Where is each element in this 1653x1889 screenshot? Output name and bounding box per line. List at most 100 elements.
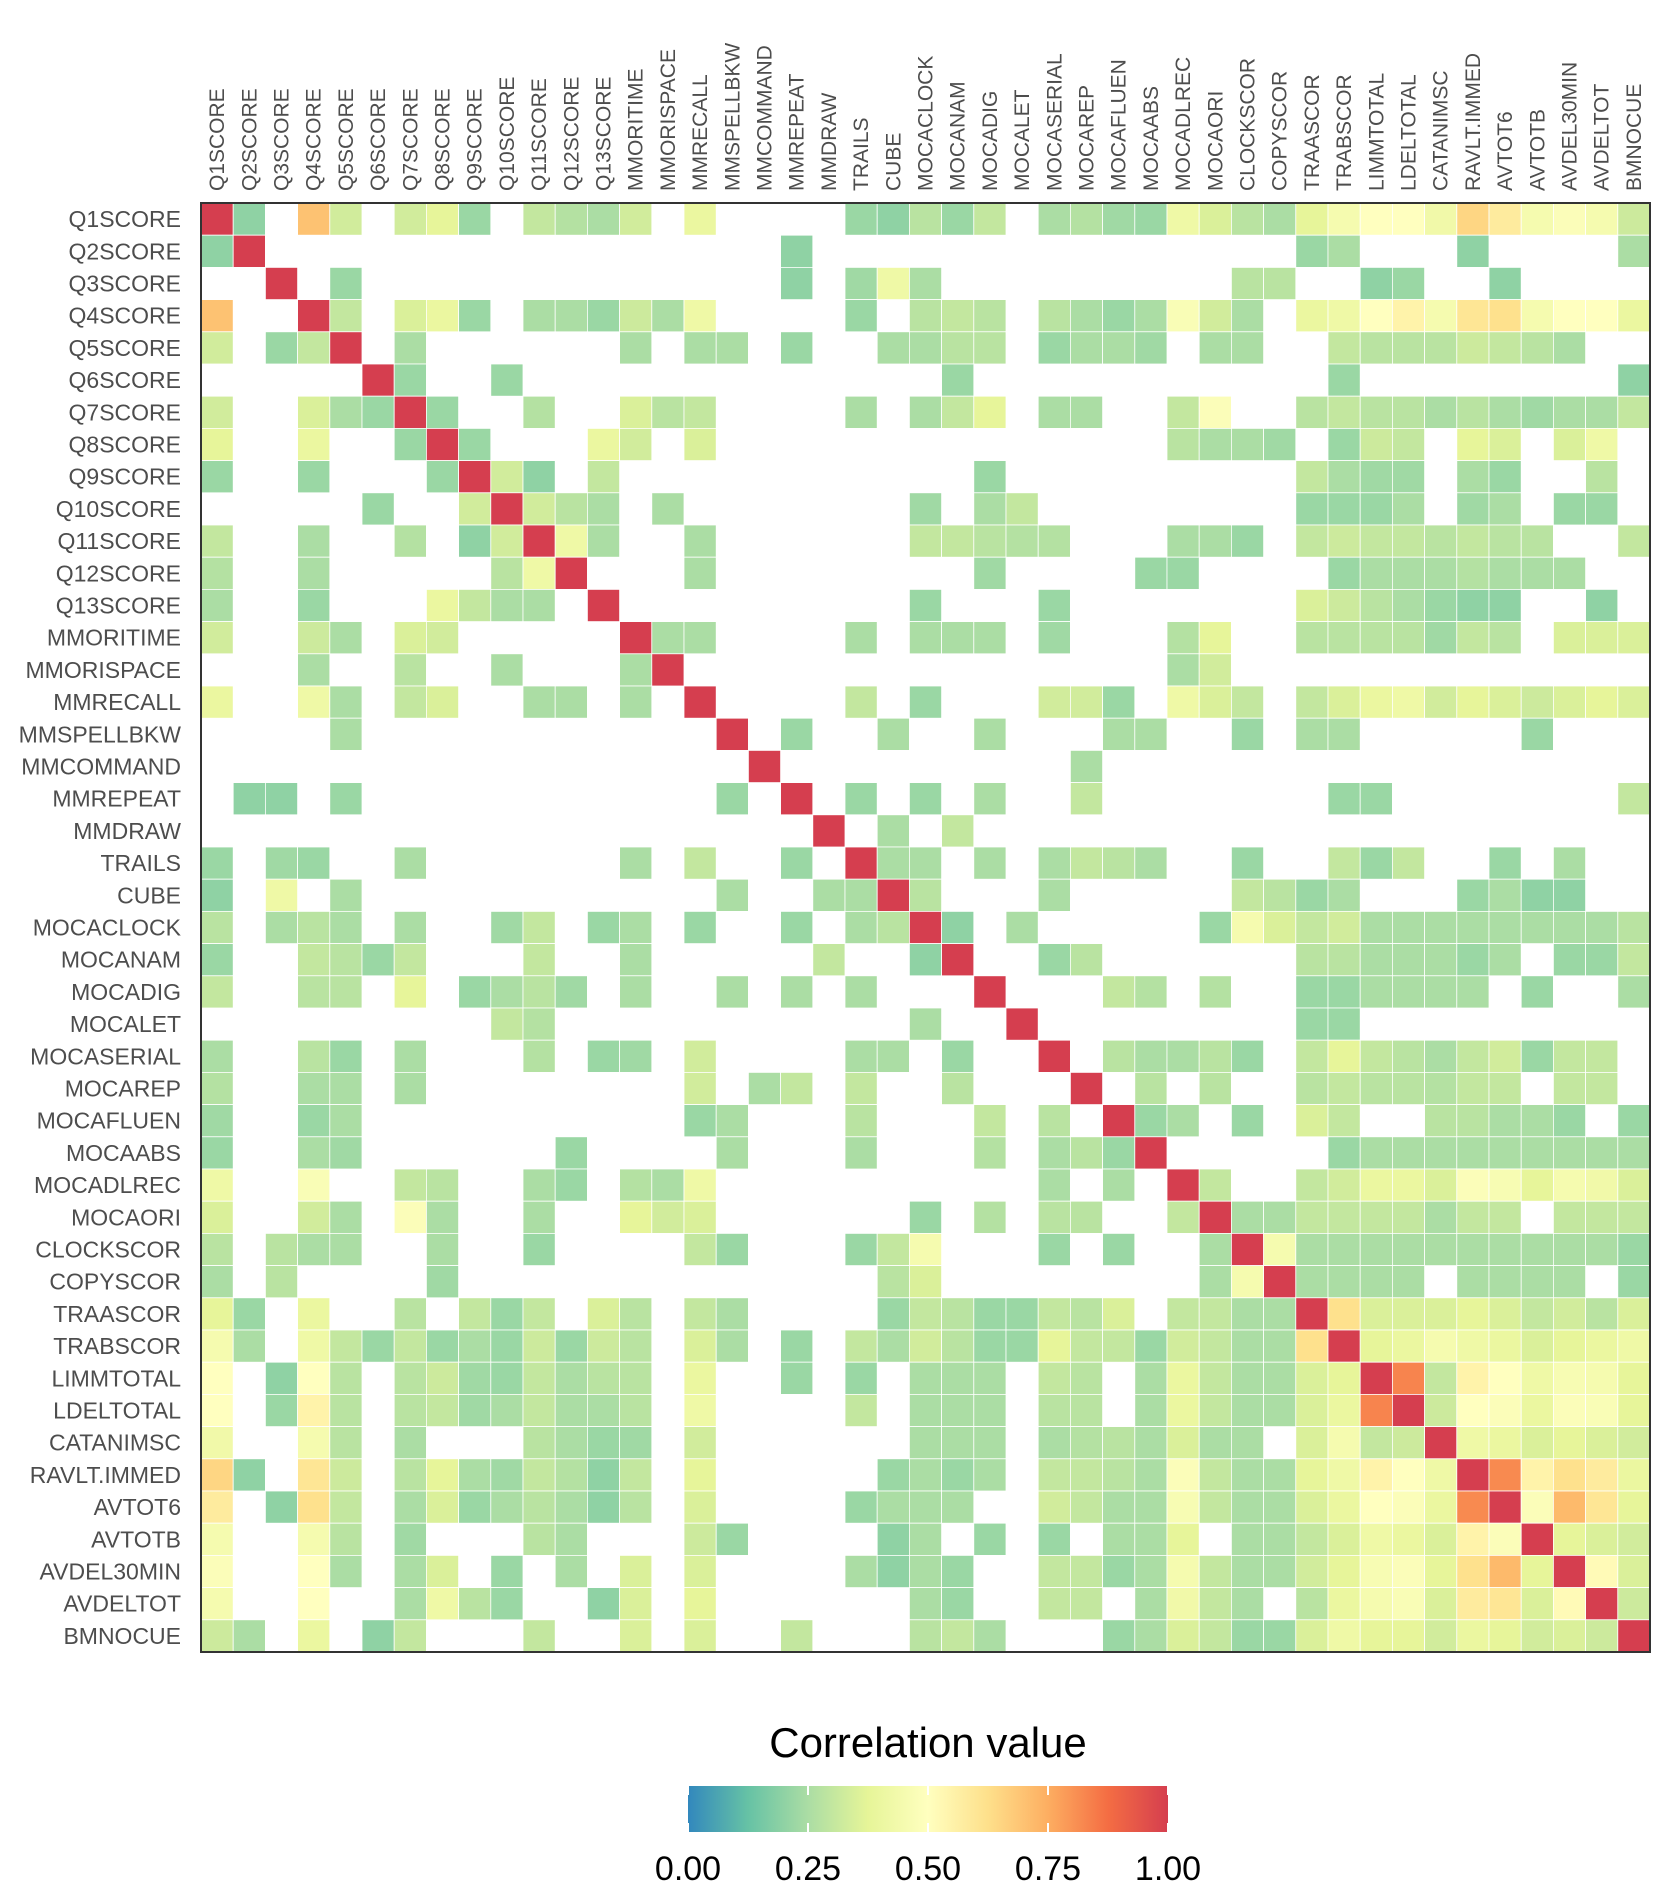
cell-trabscor-mocarep bbox=[1070, 1329, 1104, 1363]
cell-q9score-q10score bbox=[490, 460, 524, 494]
cell-q12score-limmtotal bbox=[1359, 556, 1393, 590]
cell-avdeltot-q4score bbox=[297, 1587, 331, 1621]
cell-ldeltotal-mocadlrec bbox=[1166, 1394, 1200, 1428]
legend-tick-label: 0.25 bbox=[775, 1850, 841, 1888]
cell-q7score-mocaori bbox=[1198, 395, 1232, 429]
cell-q8score-q13score bbox=[587, 427, 621, 461]
cell-q13score-q10score bbox=[490, 589, 524, 623]
cell-q4score-mocanam bbox=[941, 299, 975, 333]
row-label-mocanam: MOCANAM bbox=[61, 947, 181, 973]
cell-ravlt-immed-mocafluen bbox=[1102, 1458, 1136, 1492]
col-label-q2score: Q2SCORE bbox=[238, 88, 261, 191]
cell-avtotb-q11score bbox=[522, 1522, 556, 1556]
cell-avtot6-q11score bbox=[522, 1490, 556, 1524]
cell-clockscor-mocaclock bbox=[909, 1233, 943, 1267]
cell-mocaserial-cube bbox=[876, 1039, 910, 1073]
cell-traascor-mmspellbkw bbox=[715, 1297, 749, 1331]
cell-ldeltotal-mocadig bbox=[973, 1394, 1007, 1428]
cell-copyscor-mocaori bbox=[1198, 1265, 1232, 1299]
cell-ldeltotal-mmrecall bbox=[683, 1394, 717, 1428]
cell-q9score-q11score bbox=[522, 460, 556, 494]
cell-ldeltotal-q12score bbox=[554, 1394, 588, 1428]
col-label-q3score: Q3SCORE bbox=[271, 88, 294, 191]
cell-q1score-mocaserial bbox=[1037, 202, 1071, 236]
row-label-avdeltot: AVDELTOT bbox=[63, 1591, 181, 1617]
cell-clockscor-limmtotal bbox=[1359, 1233, 1393, 1267]
cell-mmspellbkw-mocafluen bbox=[1102, 717, 1136, 751]
cell-clockscor-avtot6 bbox=[1488, 1233, 1522, 1267]
cell-mmoritime-avdel30min bbox=[1553, 621, 1587, 655]
cell-limmtotal-ravlt-immed bbox=[1456, 1361, 1490, 1395]
cell-ravlt-immed-ldeltotal bbox=[1392, 1458, 1426, 1492]
cell-clockscor-q3score bbox=[264, 1233, 298, 1267]
cell-mocarep-catanimsc bbox=[1424, 1072, 1458, 1106]
cell-avtotb-q5score bbox=[329, 1522, 363, 1556]
cell-mmdraw-mocanam bbox=[941, 814, 975, 848]
cell-mocaori-clockscor bbox=[1231, 1200, 1265, 1234]
cell-avtot6-q7score bbox=[393, 1490, 427, 1524]
cell-mocaabs-mocaserial bbox=[1037, 1136, 1071, 1170]
cell-cube-trabscor bbox=[1327, 878, 1361, 912]
cell-mocaabs-mocaabs bbox=[1134, 1136, 1168, 1170]
cell-mocaclock-cube bbox=[876, 911, 910, 945]
cell-mocaserial-q7score bbox=[393, 1039, 427, 1073]
cell-bmnocue-q1score bbox=[200, 1619, 234, 1653]
cell-mocadig-q5score bbox=[329, 975, 363, 1009]
cell-avdeltot-mmoritime bbox=[619, 1587, 653, 1621]
cell-traascor-q11score bbox=[522, 1297, 556, 1331]
cell-q1score-mocadig bbox=[973, 202, 1007, 236]
cell-catanimsc-mocadlrec bbox=[1166, 1426, 1200, 1460]
row-label-avdel30min: AVDEL30MIN bbox=[40, 1559, 181, 1585]
cell-q4score-clockscor bbox=[1231, 299, 1265, 333]
col-label-q6score: Q6SCORE bbox=[367, 88, 390, 191]
cell-ldeltotal-avtotb bbox=[1520, 1394, 1554, 1428]
cell-mocadlrec-mmoritime bbox=[619, 1168, 653, 1202]
cell-avdel30min-mocadlrec bbox=[1166, 1555, 1200, 1589]
cell-clockscor-q1score bbox=[200, 1233, 234, 1267]
cell-trails-q7score bbox=[393, 846, 427, 880]
cell-q5score-mocaabs bbox=[1134, 331, 1168, 365]
cell-avdel30min-trabscor bbox=[1327, 1555, 1361, 1589]
cell-mmoritime-trails bbox=[844, 621, 878, 655]
cell-ravlt-immed-q10score bbox=[490, 1458, 524, 1492]
cell-mocaserial-q13score bbox=[587, 1039, 621, 1073]
cell-mocanam-q6score bbox=[361, 943, 395, 977]
cell-traascor-mocaserial bbox=[1037, 1297, 1071, 1331]
cell-avtot6-mocaserial bbox=[1037, 1490, 1071, 1524]
cell-q9score-q13score bbox=[587, 460, 621, 494]
row-label-q8score: Q8SCORE bbox=[69, 432, 181, 458]
cell-catanimsc-q7score bbox=[393, 1426, 427, 1460]
cell-avtotb-q7score bbox=[393, 1522, 427, 1556]
cell-mmrecall-mocaori bbox=[1198, 685, 1232, 719]
cell-q1score-avdel30min bbox=[1553, 202, 1587, 236]
cell-q4score-q1score bbox=[200, 299, 234, 333]
cell-mocarep-mmrecall bbox=[683, 1072, 717, 1106]
cell-bmnocue-avdeltot bbox=[1585, 1619, 1619, 1653]
cell-q5score-ldeltotal bbox=[1392, 331, 1426, 365]
cell-avdeltot-clockscor bbox=[1231, 1587, 1265, 1621]
cell-limmtotal-trabscor bbox=[1327, 1361, 1361, 1395]
cell-clockscor-catanimsc bbox=[1424, 1233, 1458, 1267]
cell-q11score-mocadig bbox=[973, 524, 1007, 558]
cell-mmoritime-mmoritime bbox=[619, 621, 653, 655]
cell-mmrecall-catanimsc bbox=[1424, 685, 1458, 719]
cell-mmorispace-mmoritime bbox=[619, 653, 653, 687]
cell-bmnocue-catanimsc bbox=[1424, 1619, 1458, 1653]
cell-avtotb-mmrecall bbox=[683, 1522, 717, 1556]
cell-avtotb-ravlt-immed bbox=[1456, 1522, 1490, 1556]
cell-copyscor-cube bbox=[876, 1265, 910, 1299]
row-label-ldeltotal: LDELTOTAL bbox=[53, 1398, 181, 1424]
cell-traascor-mocadig bbox=[973, 1297, 1007, 1331]
row-label-cube: CUBE bbox=[117, 882, 181, 908]
cell-q12score-catanimsc bbox=[1424, 556, 1458, 590]
cell-avtot6-avtot6 bbox=[1488, 1490, 1522, 1524]
cell-mocadlrec-q7score bbox=[393, 1168, 427, 1202]
cell-mocarep-limmtotal bbox=[1359, 1072, 1393, 1106]
cell-mmspellbkw-clockscor bbox=[1231, 717, 1265, 751]
cell-mocarep-avtot6 bbox=[1488, 1072, 1522, 1106]
cell-avtot6-q10score bbox=[490, 1490, 524, 1524]
cell-mmrecall-trabscor bbox=[1327, 685, 1361, 719]
cell-trails-avtot6 bbox=[1488, 846, 1522, 880]
cell-clockscor-clockscor bbox=[1231, 1233, 1265, 1267]
cell-q8score-avdel30min bbox=[1553, 427, 1587, 461]
